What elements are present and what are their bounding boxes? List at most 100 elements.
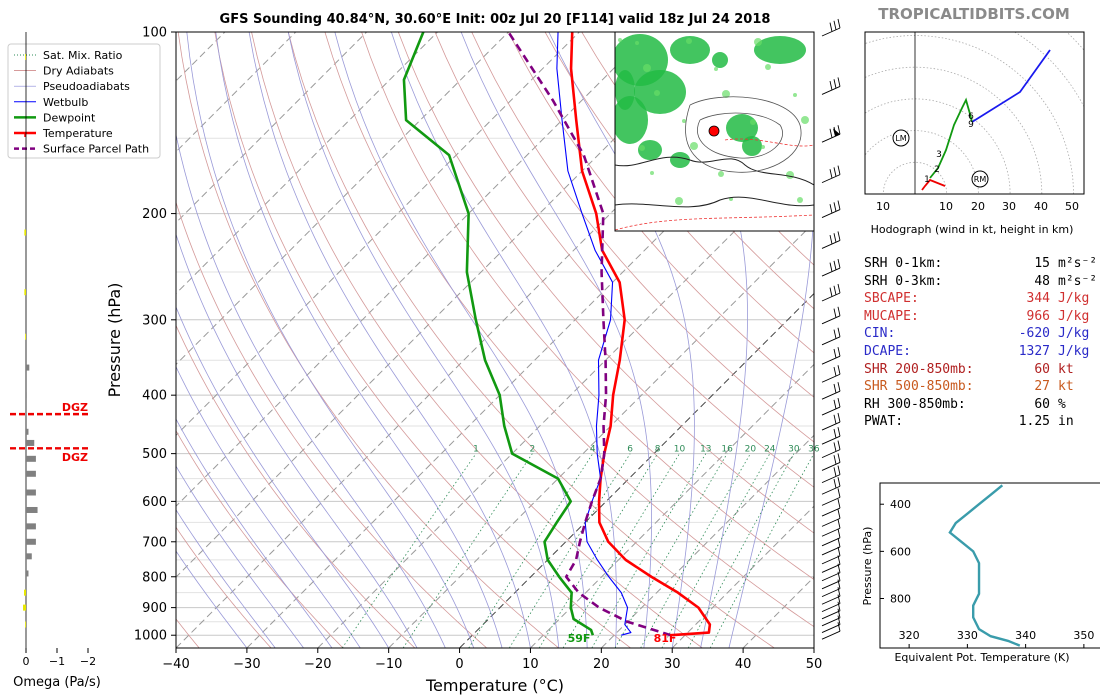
mixing-ratio-line	[341, 453, 477, 648]
mixing-ratio-line	[687, 453, 795, 648]
hodograph-ring-label: 10	[939, 200, 953, 213]
storm-motion-label: RM	[974, 175, 987, 184]
index-value: -620	[1018, 326, 1050, 342]
wind-barb	[821, 546, 841, 565]
mixing-ratio-label: 20	[745, 445, 757, 455]
skew-t-frame	[175, 31, 815, 649]
theta-e-y-tick-label: 400	[890, 498, 911, 511]
x-tick-label: −30	[233, 657, 260, 672]
index-name: MUCAPE:	[864, 308, 919, 324]
omega-bar	[24, 289, 26, 296]
x-tick-label: −10	[375, 657, 402, 672]
pseudoadiabat	[176, 465, 304, 648]
mixing-ratio-label: 1	[473, 445, 479, 455]
legend-label: Dewpoint	[43, 111, 96, 124]
index-name: PWAT:	[864, 414, 904, 430]
wind-barb	[821, 427, 841, 445]
dgz-label-bottom: DGZ	[62, 451, 88, 464]
index-name: SRH 0-1km:	[864, 256, 943, 271]
wind-barb	[821, 615, 841, 633]
x-axis-label: Temperature (°C)	[425, 676, 564, 695]
dry-adiabat	[214, 32, 631, 648]
index-row: SBCAPE: 344 J/kg	[864, 290, 1097, 308]
dry-adiabat	[177, 32, 559, 648]
pseudoadiabat	[460, 32, 652, 648]
dry-adiabat	[361, 32, 814, 580]
wind-barbs	[821, 18, 841, 640]
legend: Sat. Mix. Ratio Dry Adiabats Pseudoadiabat…	[14, 49, 149, 156]
coastline	[615, 156, 814, 186]
omega-tick-label: 0	[23, 655, 30, 668]
mixing-ratio-line	[538, 453, 658, 648]
omega-bar	[26, 392, 27, 399]
theta-e-frame	[879, 482, 1100, 649]
wind-barb	[821, 579, 841, 598]
index-unit: m²s⁻²	[1058, 273, 1098, 289]
wind-barb	[821, 283, 841, 302]
wind-barb	[821, 519, 841, 537]
mixing-ratio-line	[509, 453, 631, 648]
theta-e-profile	[948, 484, 1021, 647]
wind-barb	[821, 528, 841, 547]
storm-motion-marker	[892, 129, 910, 147]
theta-e-x-tick-label: 350	[1073, 629, 1094, 642]
hodograph-caption: Hodograph (wind in kt, height in km)	[871, 223, 1074, 236]
dry-adiabat	[176, 201, 488, 648]
wind-barb	[821, 509, 841, 527]
index-value: 60	[1034, 396, 1050, 412]
precip-area	[638, 140, 662, 160]
omega-tick-label: −1	[49, 655, 65, 668]
mixing-ratio-line	[468, 453, 594, 648]
dry-adiabat	[544, 32, 814, 354]
pseudoadiabat	[215, 32, 503, 648]
theta-e-plot	[948, 484, 1021, 647]
x-tick-label: 20	[593, 657, 610, 672]
index-value: 27	[1034, 379, 1050, 395]
hodograph-3-6km	[929, 97, 973, 179]
dgz-label-top: DGZ	[62, 401, 88, 414]
mixing-ratio-label: 24	[764, 445, 776, 455]
pseudoadiabat	[728, 32, 814, 648]
mixing-ratio-label: 6	[627, 445, 633, 455]
wind-barb	[821, 77, 841, 95]
theta-e-axes: 320 330 340 350 400 600 800	[880, 498, 1094, 648]
dry-adiabat	[287, 32, 775, 648]
index-name: SHR 500-850mb:	[864, 379, 974, 395]
pseudoadiabat	[176, 365, 361, 648]
legend-label: Dry Adiabats	[43, 65, 114, 78]
wind-barb	[821, 608, 841, 627]
omega-bar	[26, 489, 36, 496]
hodograph-frame	[864, 31, 1085, 195]
precip-area	[754, 36, 806, 64]
mixing-ratio-label: 36	[808, 445, 820, 455]
wind-barb	[821, 587, 841, 605]
y-tick-label: 600	[142, 495, 167, 510]
mixing-ratio-label: 8	[655, 445, 661, 455]
series-surface-parcel-path	[507, 32, 672, 637]
wind-barb	[821, 465, 841, 484]
mixing-ratio-label: 10	[674, 445, 686, 455]
dry-adiabat	[176, 526, 272, 648]
index-value: 48	[1034, 273, 1050, 289]
theta-e-x-tick-label: 320	[899, 629, 920, 642]
omega-bar	[26, 470, 36, 477]
precip-area	[634, 70, 686, 114]
dry-adiabat	[581, 32, 814, 310]
wind-barb	[821, 397, 841, 416]
index-value: 344	[1026, 291, 1050, 307]
mixing-ratio-label: 16	[721, 445, 733, 455]
omega-bar	[26, 455, 36, 462]
wind-barb	[821, 488, 841, 506]
x-tick-label: 10	[522, 657, 539, 672]
theta-e-x-tick-label: 330	[957, 629, 978, 642]
omega-bar	[25, 53, 26, 60]
mixing-ratio-line	[614, 453, 728, 648]
x-tick-label: −40	[162, 657, 189, 672]
wind-barb	[821, 18, 841, 37]
pseudoadiabat	[548, 32, 695, 648]
wind-barb	[821, 231, 841, 249]
index-unit: m²s⁻²	[1058, 256, 1098, 271]
omega-bar	[26, 523, 36, 530]
index-name: SHR 200-850mb:	[864, 361, 974, 377]
isotherm	[176, 32, 651, 507]
